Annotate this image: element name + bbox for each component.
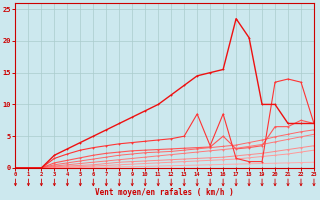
X-axis label: Vent moyen/en rafales ( km/h ): Vent moyen/en rafales ( km/h ) xyxy=(95,188,234,197)
